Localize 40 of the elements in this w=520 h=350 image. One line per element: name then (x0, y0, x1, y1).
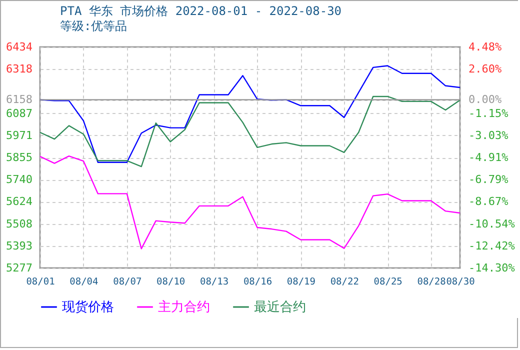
legend-label: 现货价格 (62, 300, 114, 315)
x-tick-label: 08/22 (330, 276, 359, 288)
x-tick-label: 08/19 (286, 276, 316, 288)
y2-tick-label: -10.54% (468, 217, 516, 230)
x-tick-label: 08/10 (156, 276, 186, 288)
x-tick-label: 08/16 (243, 276, 272, 288)
y2-tick-label: 2.60% (468, 62, 502, 76)
y-tick-label: 5855 (6, 151, 32, 164)
x-tick-label: 08/13 (200, 276, 229, 288)
x-tick-label: 08/25 (374, 276, 402, 288)
y2-tick-label: 0.00% (468, 93, 502, 106)
x-tick-label: 08/30 (446, 276, 476, 288)
x-tick-label: 08/04 (70, 276, 99, 288)
legend-label: 主力合约 (158, 299, 210, 315)
y-tick-label: 5740 (6, 173, 32, 186)
y-tick-label: 6158 (6, 93, 32, 106)
y-tick-label: 6087 (6, 106, 32, 120)
legend-label: 最近合约 (254, 300, 306, 315)
y-tick-label: 5624 (6, 195, 33, 208)
y2-tick-label: -12.42% (468, 239, 516, 252)
y-tick-label: 5971 (6, 128, 32, 142)
y2-tick-label: -4.91% (468, 151, 509, 164)
line-series (39, 96, 461, 168)
y-tick-label: 6434 (6, 40, 33, 54)
chart-subtitle: 等级:优等品 (60, 19, 128, 33)
y-tick-label: 6318 (6, 62, 32, 76)
y2-tick-label: -14.30% (468, 262, 516, 274)
y2-tick-label: -1.15% (468, 106, 509, 120)
y-tick-label: 5393 (6, 239, 32, 252)
y-tick-label: 5277 (6, 262, 32, 274)
chart-title: PTA 华东 市场价格 2022-08-01 - 2022-08-30 (60, 4, 342, 18)
y2-tick-label: -3.03% (468, 128, 509, 142)
x-tick-label: 08/07 (113, 276, 142, 288)
x-tick-label: 08/28 (417, 276, 446, 288)
y2-tick-label: -8.67% (468, 195, 509, 208)
y-tick-label: 5508 (6, 217, 32, 230)
y2-tick-label: 4.48% (468, 40, 502, 54)
y2-tick-label: -6.79% (468, 173, 509, 186)
x-tick-label: 08/01 (26, 276, 56, 288)
line-series (39, 155, 461, 250)
